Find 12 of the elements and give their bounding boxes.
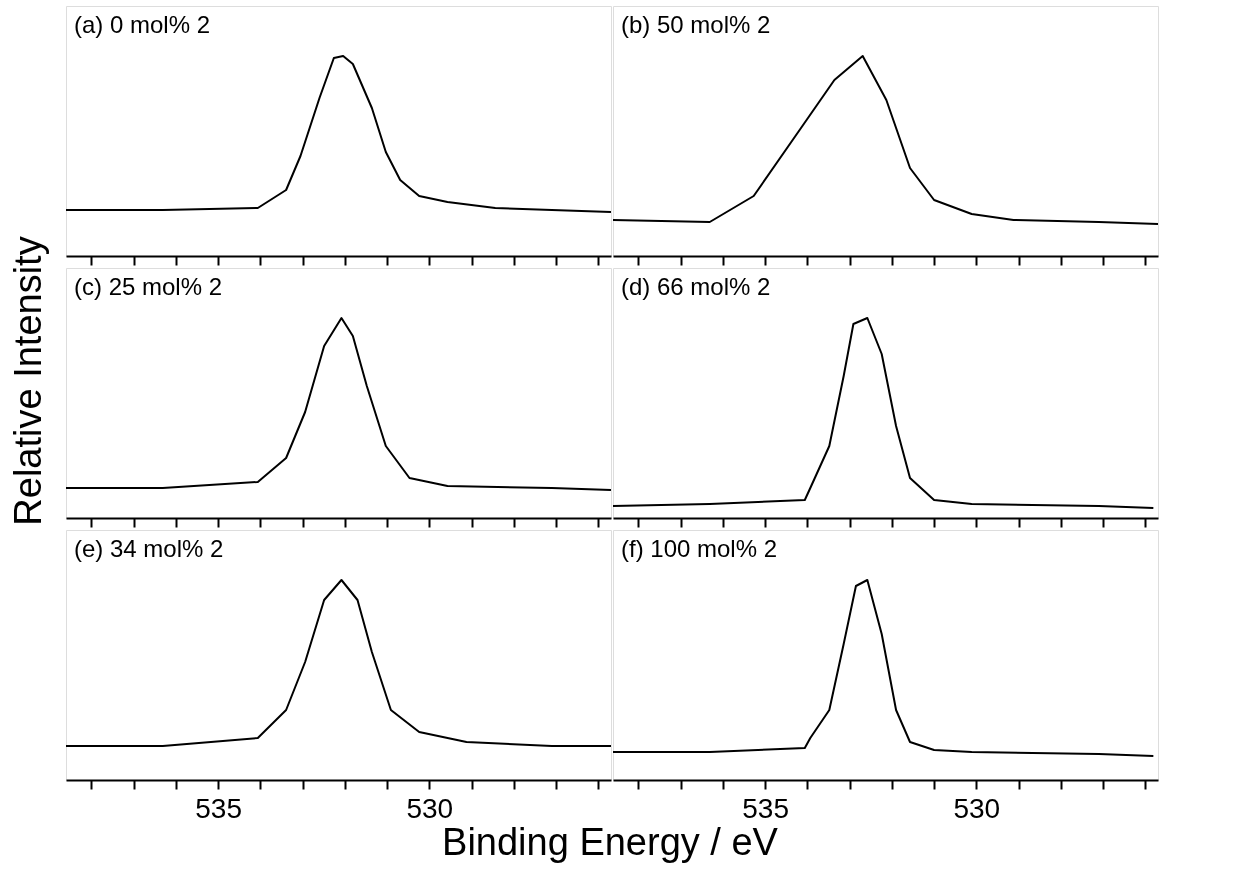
y-axis-title: Relative Intensity [7, 236, 49, 526]
text: (d) 66 mol% 2 [621, 273, 771, 300]
text: (e) 34 mol% 2 [74, 535, 224, 562]
x-axis-title: Binding Energy / eV [442, 821, 779, 863]
x-tick-label: 535 [195, 792, 242, 824]
x-tick-label: 535 [742, 792, 789, 824]
x-tick-label: 530 [953, 792, 1001, 824]
text: (a) 0 mol% 2 [74, 11, 211, 38]
text: (f) 100 mol% 2 [621, 535, 778, 562]
text: (c) 25 mol% 2 [74, 273, 223, 300]
text: (b) 50 mol% 2 [621, 11, 771, 38]
x-tick-label: 530 [406, 792, 454, 824]
